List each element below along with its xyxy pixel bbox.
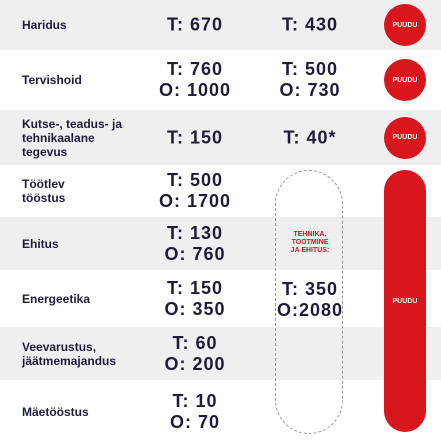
row-label: Töötlev tööstus [22, 177, 65, 205]
table-row [0, 52, 441, 108]
text-line: O: 200 [164, 353, 226, 374]
text-line: Veevarustus, [22, 339, 97, 354]
text-line: T: 150 [166, 127, 224, 147]
text-line: Tervishoid [22, 73, 82, 87]
total-value: T: 670 [167, 15, 223, 36]
row-label: Ehitus [22, 237, 59, 251]
other-value: T: 430 [282, 15, 338, 36]
text-line: O:2080 [276, 300, 344, 320]
text-line: T: 150 [166, 277, 224, 298]
text-line: jäätmemajandus [22, 353, 117, 368]
row-label: Kutse-, teadus- ja tehnikaalane tegevus [22, 117, 122, 159]
text-line: T: 500 [166, 170, 224, 190]
text-line: T: 760 [166, 59, 224, 79]
merged-outline [275, 170, 343, 434]
text-line: tehnikaalane [22, 130, 95, 145]
status-badge: PUUDU [384, 170, 426, 432]
status-badge: PUUDU [384, 4, 426, 46]
text-line: T: 430 [281, 14, 339, 35]
merged-value: T: 350 O:2080 [277, 279, 343, 321]
text-line: Ehitus [22, 236, 59, 251]
other-value: T: 40* [283, 127, 336, 148]
text-line: T: 40* [283, 127, 337, 147]
table-row [0, 327, 441, 380]
total-value: T: 130 O: 760 [164, 223, 225, 265]
text-line: T: 350 [281, 279, 339, 299]
text-line: O: 1000 [158, 80, 232, 100]
total-value: T: 500 O: 1700 [159, 170, 231, 212]
status-badge: PUUDU [384, 59, 426, 101]
status-badge: PUUDU [384, 116, 426, 159]
text-line: T: 60 [172, 332, 218, 353]
total-value: T: 150 O: 350 [164, 278, 225, 320]
text-line: tegevus [22, 144, 68, 159]
text-line: Mäetööstus [22, 405, 89, 419]
text-line: Kutse-, teadus- ja [22, 116, 123, 131]
total-value: T: 10 O: 70 [170, 391, 220, 433]
text-line: T: 500 [281, 59, 339, 79]
text-line: O: 350 [164, 298, 226, 319]
total-value: T: 60 O: 200 [164, 333, 225, 375]
row-label: Haridus [22, 18, 67, 32]
table-row [0, 217, 441, 270]
table-row [0, 167, 441, 215]
row-label: Veevarustus, jäätmemajandus [22, 340, 116, 368]
text-line: tööstus [22, 191, 66, 205]
table-row [0, 272, 441, 325]
text-line: T: 10 [172, 391, 218, 411]
text-line: TEHNIKA, [293, 231, 327, 238]
text-line: O: 730 [279, 80, 341, 100]
text-line: Töötlev [22, 177, 65, 191]
other-value: T: 500 O: 730 [279, 59, 340, 101]
total-value: T: 150 [167, 127, 223, 148]
text-line: T: 670 [166, 14, 224, 35]
text-line: TOOTMINE [291, 239, 329, 246]
text-line: O: 70 [169, 412, 221, 432]
merged-label: TEHNIKA, TOOTMINE JA EHITUS: [291, 231, 330, 255]
row-label: Mäetööstus [22, 405, 89, 419]
row-label: Tervishoid [22, 73, 82, 87]
table-row [0, 0, 441, 50]
table-row [0, 382, 441, 442]
text-line: Energeetika [22, 291, 91, 306]
text-line: JA EHITUS: [290, 247, 330, 254]
table-row [0, 110, 441, 165]
total-value: T: 760 O: 1000 [159, 59, 231, 101]
text-line: O: 1700 [158, 191, 232, 211]
text-line: O: 760 [164, 243, 226, 264]
text-line: Haridus [22, 18, 67, 32]
text-line: T: 130 [166, 222, 224, 243]
row-label: Energeetika [22, 292, 90, 306]
